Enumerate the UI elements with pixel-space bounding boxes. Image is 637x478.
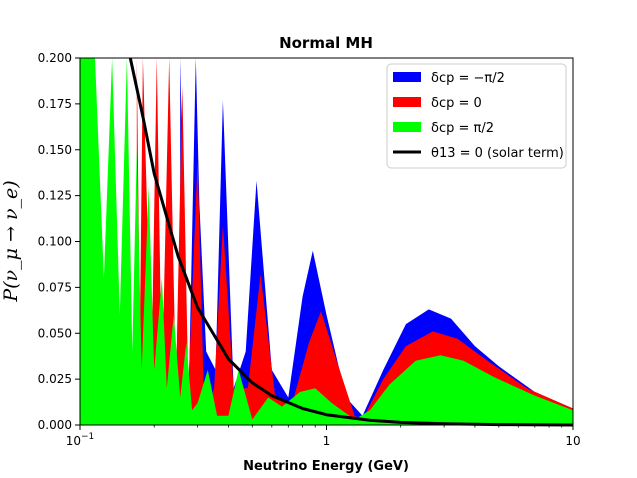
legend-swatch-2	[393, 97, 421, 107]
x-axis: 10−1 1 10	[66, 425, 581, 448]
y-tick-label: 0.175	[38, 97, 72, 111]
y-tick-label: 0.200	[38, 51, 72, 65]
y-tick-label: 0.075	[38, 280, 72, 294]
legend-swatch-3	[393, 122, 421, 132]
legend-label-cp-2: δcp = π/2	[431, 121, 494, 136]
series-area-3	[80, 58, 573, 425]
legend-frame	[386, 63, 567, 169]
x-tick-label: 10−1	[66, 432, 95, 448]
y-axis-title: P(ν_μ → ν_e)	[0, 180, 22, 302]
y-tick-label: 0.000	[38, 418, 72, 432]
x-axis-title: Neutrino Energy (GeV)	[243, 459, 409, 474]
legend-label-13-0-solar-term: θ13 = 0 (solar term)	[431, 146, 564, 161]
x-tick-label: 10	[565, 434, 580, 448]
legend: δcp = −π/2 δcp = 0 δcp = π/2 θ13 = 0 (solar…	[386, 63, 567, 169]
y-tick-label: 0.050	[38, 326, 72, 340]
y-tick-label: 0.150	[38, 143, 72, 157]
chart-title: Normal MH	[279, 34, 373, 52]
series-line-4	[128, 57, 574, 427]
series-layer	[80, 57, 574, 427]
x-tick-label: 1	[323, 434, 331, 448]
legend-label-cp-0: δcp = 0	[431, 96, 482, 111]
y-tick-label: 0.125	[38, 189, 72, 203]
y-tick-label: 0.100	[38, 235, 72, 249]
legend-swatch-1	[393, 72, 421, 82]
y-tick-label: 0.025	[38, 372, 72, 386]
y-axis: 0.000 0.025 0.050 0.075 0.100 0.125 0.150 0.175…	[38, 51, 80, 432]
legend-label-cp-2: δcp = −π/2	[431, 71, 505, 86]
series-area-2	[136, 58, 574, 425]
